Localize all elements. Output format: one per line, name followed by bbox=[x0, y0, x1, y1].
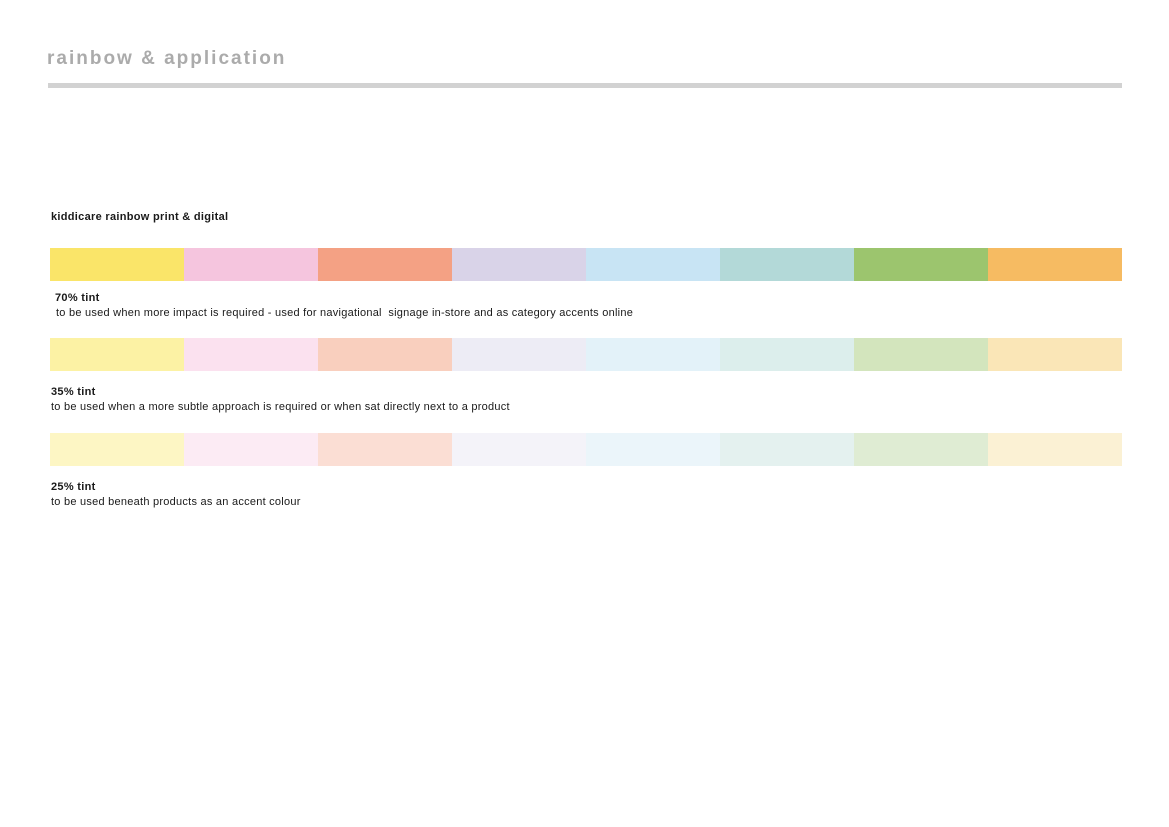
swatch-blue-25 bbox=[586, 433, 720, 466]
swatch-lilac-25 bbox=[452, 433, 586, 466]
swatch-blue-35 bbox=[586, 338, 720, 371]
tint-label-25: 25% tint bbox=[51, 481, 96, 493]
swatch-yellow-25 bbox=[50, 433, 184, 466]
swatch-lilac-70 bbox=[452, 248, 586, 281]
swatch-orange-70 bbox=[988, 248, 1122, 281]
swatch-salmon-35 bbox=[318, 338, 452, 371]
swatch-pink-25 bbox=[184, 433, 318, 466]
tint-description-35: to be used when a more subtle approach i… bbox=[51, 401, 510, 413]
section-heading: kiddicare rainbow print & digital bbox=[51, 211, 229, 223]
swatch-orange-35 bbox=[988, 338, 1122, 371]
swatch-lilac-35 bbox=[452, 338, 586, 371]
tint-description-70: to be used when more impact is required … bbox=[56, 307, 634, 319]
tint-label-70: 70% tint bbox=[55, 292, 100, 304]
swatch-yellow-70 bbox=[50, 248, 184, 281]
swatch-aqua-25 bbox=[720, 433, 854, 466]
swatch-bar-70 bbox=[50, 248, 1122, 281]
swatch-aqua-35 bbox=[720, 338, 854, 371]
swatch-bar-25 bbox=[50, 433, 1122, 466]
swatch-salmon-70 bbox=[318, 248, 452, 281]
swatch-pink-70 bbox=[184, 248, 318, 281]
swatch-green-25 bbox=[854, 433, 988, 466]
swatch-green-70 bbox=[854, 248, 988, 281]
swatch-bar-35 bbox=[50, 338, 1122, 371]
tint-description-25: to be used beneath products as an accent… bbox=[51, 496, 301, 508]
swatch-yellow-35 bbox=[50, 338, 184, 371]
swatch-blue-70 bbox=[586, 248, 720, 281]
page-title: rainbow & application bbox=[47, 48, 287, 69]
title-underline-rule bbox=[48, 83, 1122, 88]
swatch-orange-25 bbox=[988, 433, 1122, 466]
swatch-aqua-70 bbox=[720, 248, 854, 281]
tint-label-35: 35% tint bbox=[51, 386, 96, 398]
swatch-green-35 bbox=[854, 338, 988, 371]
swatch-salmon-25 bbox=[318, 433, 452, 466]
swatch-pink-35 bbox=[184, 338, 318, 371]
